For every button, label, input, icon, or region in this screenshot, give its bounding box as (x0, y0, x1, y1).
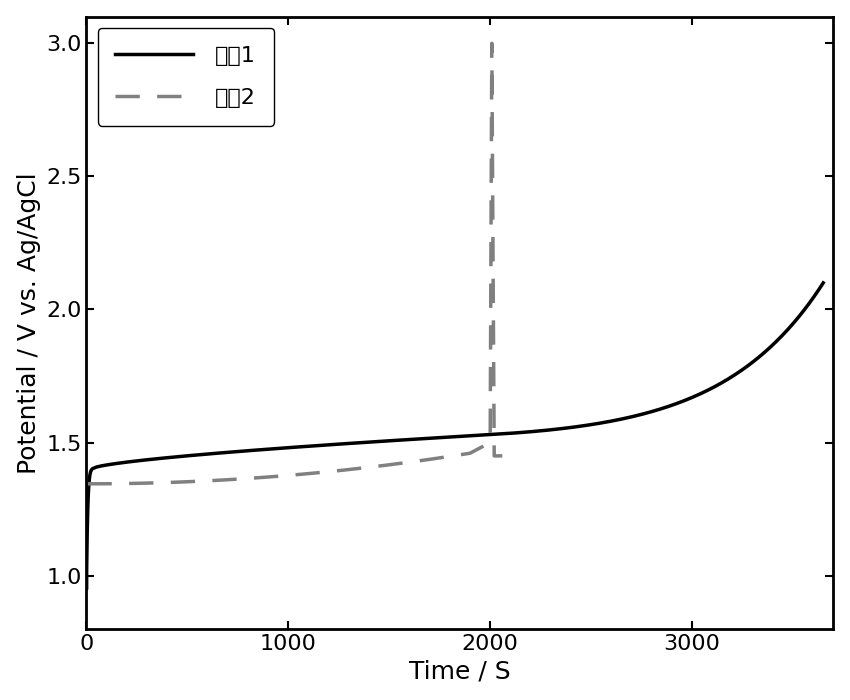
图线1 (634, 411, 644, 419)
图线2 (204, 477, 214, 485)
图线1 (528, 427, 538, 435)
图线1 (107, 460, 117, 468)
X-axis label: Time / S: Time / S (409, 659, 511, 683)
Legend: 图线1, 图线2: 图线1, 图线2 (98, 28, 274, 125)
图线2 (112, 480, 122, 488)
图线2 (384, 461, 394, 469)
图线1 (738, 365, 748, 373)
图线2 (487, 69, 497, 77)
图线2 (497, 452, 507, 460)
图线2 (486, 216, 496, 225)
图线1 (236, 447, 246, 456)
图线2 (149, 479, 159, 487)
图线1 (819, 279, 829, 287)
Y-axis label: Potential / V vs. Ag/AgCl: Potential / V vs. Ag/AgCl (17, 172, 41, 474)
图线2 (82, 480, 93, 488)
图线2 (487, 39, 497, 48)
图线1 (82, 584, 92, 593)
Line: 图线1: 图线1 (87, 283, 824, 589)
Line: 图线2: 图线2 (88, 43, 502, 484)
图线1 (583, 421, 593, 429)
